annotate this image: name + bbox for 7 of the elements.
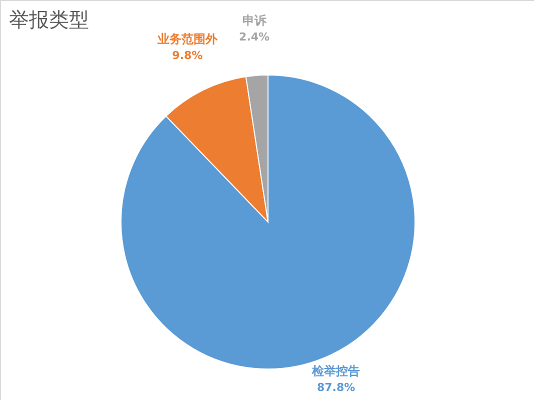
slice-label: 业务范围外	[156, 32, 218, 46]
chart-title: 举报类型	[9, 8, 89, 32]
slice-label: 检举控告	[311, 364, 360, 378]
slice-label: 申诉	[242, 14, 268, 28]
data-label: 9.8%	[172, 48, 203, 62]
data-label: 2.4%	[239, 30, 270, 44]
data-label: 87.8%	[316, 380, 356, 394]
